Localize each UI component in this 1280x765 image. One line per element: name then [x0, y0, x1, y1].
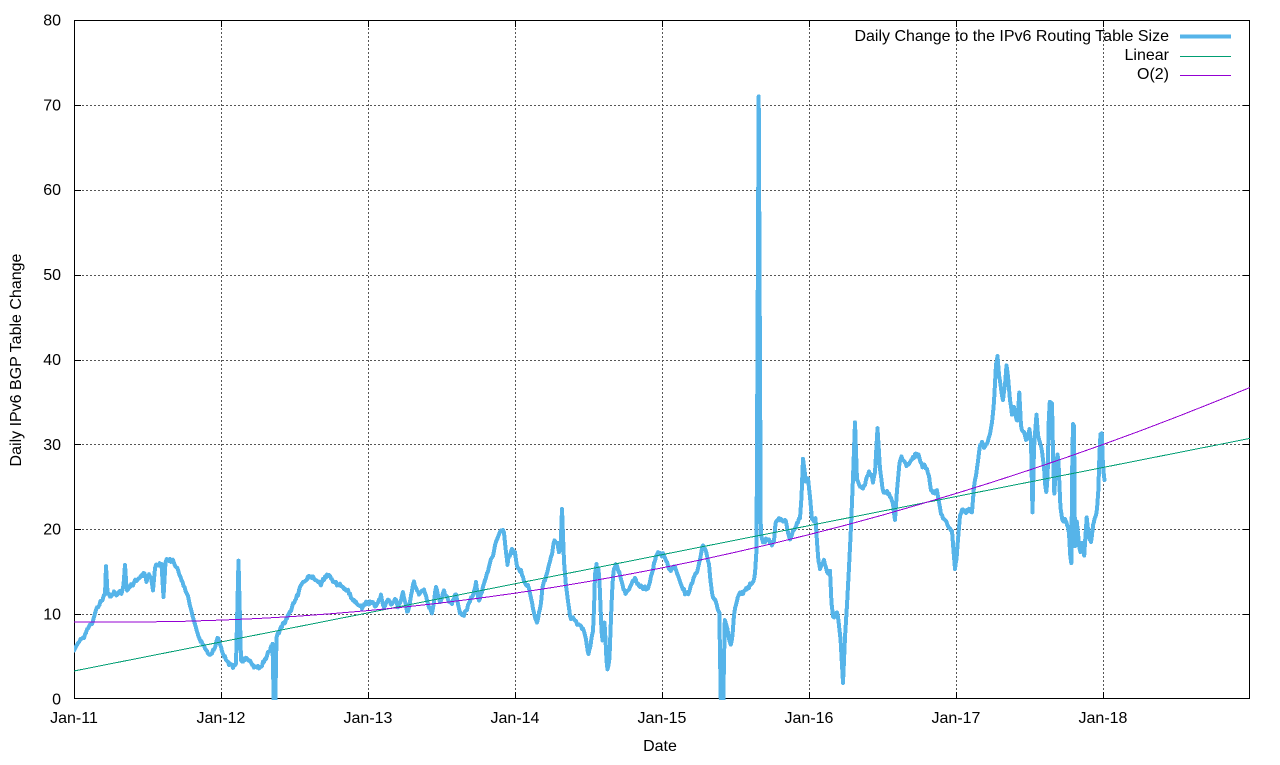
svg-text:70: 70 [43, 97, 61, 114]
svg-text:Jan-15: Jan-15 [638, 710, 687, 727]
svg-text:Daily Change to the IPv6 Routi: Daily Change to the IPv6 Routing Table S… [854, 28, 1169, 45]
svg-text:20: 20 [43, 522, 61, 539]
svg-text:30: 30 [43, 437, 61, 454]
svg-text:Linear: Linear [1125, 47, 1170, 64]
svg-text:Daily IPv6 BGP Table Change: Daily IPv6 BGP Table Change [8, 253, 25, 466]
svg-text:0: 0 [52, 692, 61, 709]
svg-text:10: 10 [43, 607, 61, 624]
svg-text:O(2): O(2) [1137, 66, 1169, 83]
svg-text:Jan-17: Jan-17 [932, 710, 981, 727]
svg-text:50: 50 [43, 267, 61, 284]
svg-text:40: 40 [43, 352, 61, 369]
svg-text:60: 60 [43, 182, 61, 199]
svg-text:Jan-11: Jan-11 [50, 710, 98, 727]
svg-text:Date: Date [643, 738, 677, 755]
svg-text:Jan-12: Jan-12 [197, 710, 246, 727]
svg-text:Jan-14: Jan-14 [491, 710, 540, 727]
svg-text:Jan-13: Jan-13 [344, 710, 393, 727]
svg-text:80: 80 [43, 13, 61, 30]
svg-text:Jan-16: Jan-16 [785, 710, 834, 727]
svg-text:Jan-18: Jan-18 [1079, 710, 1128, 727]
